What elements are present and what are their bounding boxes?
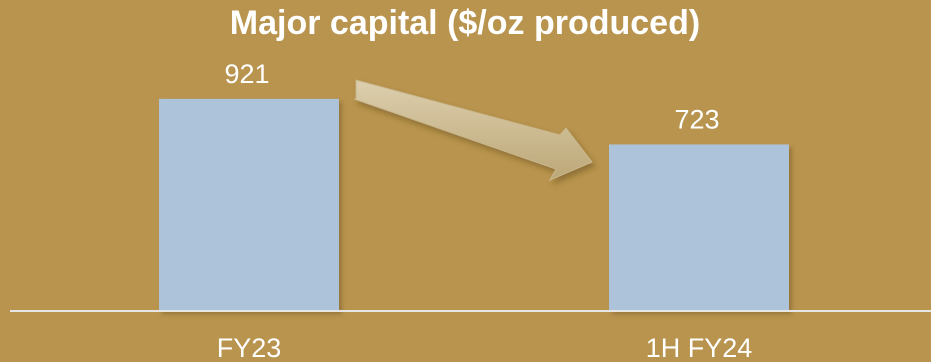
x-tick-label: FY23	[217, 333, 282, 362]
x-tick-label: 1H FY24	[646, 333, 753, 362]
chart-title: Major capital ($/oz produced)	[230, 4, 700, 42]
bars-group	[159, 98, 789, 311]
bar-fy23	[159, 98, 339, 311]
decrease-arrow-icon	[353, 79, 593, 182]
value-labels-group: 921 723	[224, 59, 719, 135]
bar-1h-fy24	[609, 144, 789, 311]
tick-labels-group: FY23 1H FY24	[217, 333, 753, 362]
value-label: 723	[674, 104, 719, 134]
value-label: 921	[224, 59, 269, 89]
